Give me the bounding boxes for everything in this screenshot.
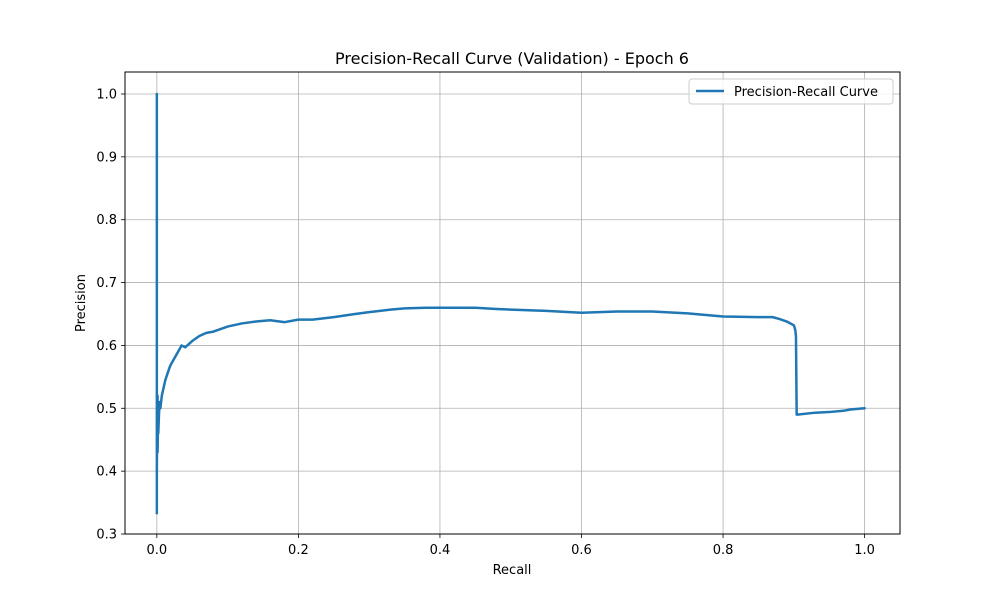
grid-layer — [125, 72, 900, 535]
legend: Precision-Recall Curve — [688, 78, 894, 105]
y-axis-label: Precision — [74, 274, 89, 332]
y-tick-label: 1.0 — [96, 88, 117, 103]
tick-layer: 0.0 0.2 0.4 0.6 0.8 1.0 0.3 0.4 0.5 0.6 0.7 0.8 0.9 1… — [96, 88, 875, 559]
y-tick-label: 0.3 — [96, 528, 117, 543]
legend-label-precision-recall: Precision-Recall Curve — [734, 85, 878, 100]
y-tick-label: 0.8 — [96, 213, 117, 228]
series-layer — [155, 92, 866, 515]
y-tick-label: 0.6 — [96, 339, 117, 354]
x-tick-label: 0.8 — [713, 543, 734, 558]
chart-title: Precision-Recall Curve (Validation) - Ep… — [335, 49, 689, 68]
x-tick-label: 0.6 — [571, 543, 592, 558]
x-tick-label: 0.2 — [288, 543, 309, 558]
y-tick-label: 0.4 — [96, 465, 117, 480]
legend-box — [688, 78, 894, 105]
y-tick-label: 0.9 — [96, 150, 117, 165]
series-line-precision-recall — [155, 92, 866, 515]
x-axis-label: Recall — [493, 563, 532, 578]
x-tick-label: 1.0 — [854, 543, 875, 558]
y-tick-label: 0.7 — [96, 276, 117, 291]
x-tick-label: 0.4 — [430, 543, 451, 558]
y-tick-label: 0.5 — [96, 402, 117, 417]
x-tick-label: 0.0 — [147, 543, 168, 558]
plot-area-frame — [124, 71, 901, 535]
